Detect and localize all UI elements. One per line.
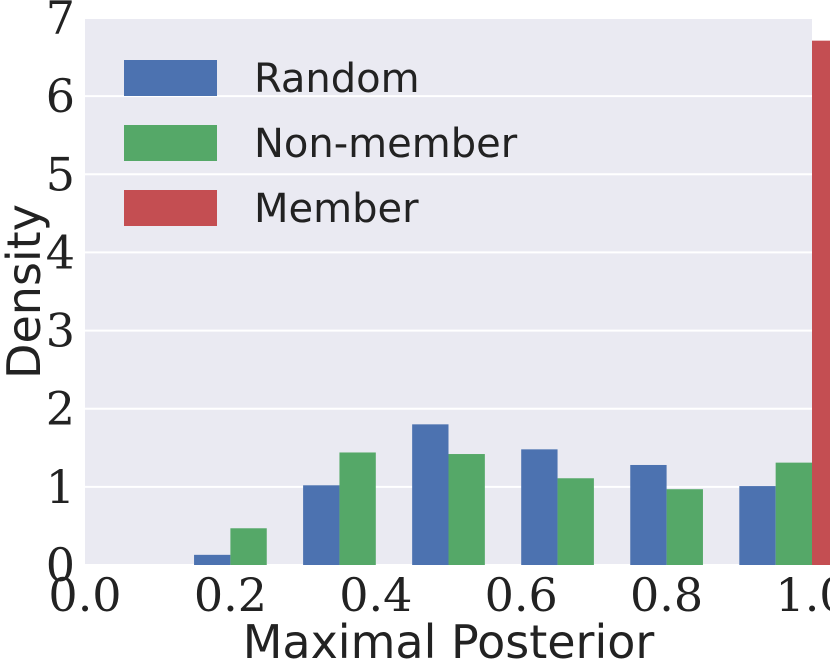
x-tick-label: 0.4 xyxy=(339,568,412,622)
bar-non-member xyxy=(666,489,703,565)
bar-random xyxy=(521,449,558,565)
x-tick-label: 0.8 xyxy=(630,568,703,622)
bar-member xyxy=(812,40,830,565)
y-tick-label: 1 xyxy=(46,460,75,514)
bar-random xyxy=(303,485,340,565)
y-tick-label: 2 xyxy=(46,382,75,436)
y-tick-label: 0 xyxy=(46,538,75,592)
x-tick-label: 0.6 xyxy=(485,568,558,622)
x-tick-label: 1.0 xyxy=(775,568,830,622)
x-axis-label: Maximal Posterior xyxy=(243,615,655,664)
bar-random xyxy=(739,486,776,565)
x-tick-labels: 0.0 0.2 0.4 0.6 0.8 1.0 xyxy=(48,568,830,622)
legend-label: Random xyxy=(254,56,420,102)
bar-random xyxy=(412,424,449,565)
bar-non-member xyxy=(775,462,812,565)
legend: Random Non-member Member xyxy=(124,56,518,232)
bar-non-member xyxy=(557,478,594,565)
bar-random xyxy=(630,464,667,565)
bar-non-member xyxy=(339,452,376,565)
bar-non-member xyxy=(230,528,267,565)
bar-random xyxy=(194,554,231,565)
y-tick-label: 3 xyxy=(46,304,75,358)
legend-label: Non-member xyxy=(254,121,518,167)
x-tick-label: 0.0 xyxy=(48,568,121,622)
y-tick-label: 4 xyxy=(46,225,75,279)
y-tick-label: 7 xyxy=(46,0,75,45)
legend-label: Member xyxy=(254,186,419,232)
legend-swatch-non-member xyxy=(124,125,217,161)
bar-non-member xyxy=(448,454,485,565)
y-tick-label: 6 xyxy=(46,69,75,123)
legend-swatch-random xyxy=(124,60,217,96)
y-tick-labels: 0 1 2 3 4 5 6 7 xyxy=(46,0,75,592)
y-tick-label: 5 xyxy=(46,147,75,201)
legend-swatch-member xyxy=(124,190,217,226)
y-axis-label: Density xyxy=(0,204,51,379)
x-tick-label: 0.2 xyxy=(194,568,267,622)
bars xyxy=(194,40,830,565)
